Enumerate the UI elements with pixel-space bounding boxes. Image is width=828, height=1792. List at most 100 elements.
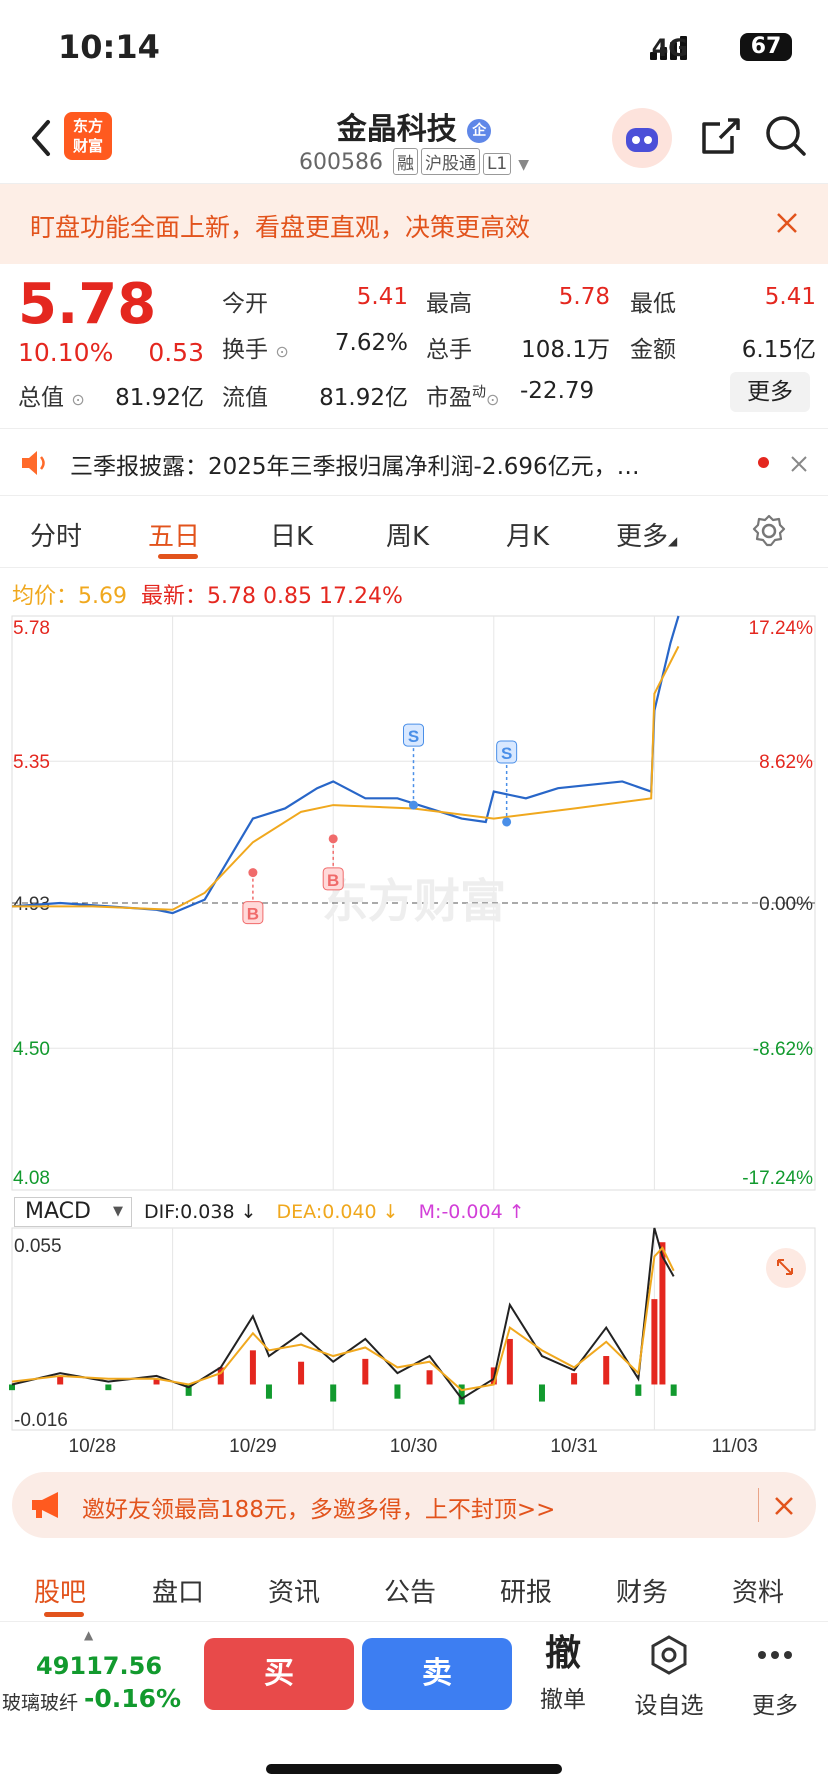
marker-badge [242, 901, 264, 925]
more-quote-button[interactable]: 更多 [730, 372, 810, 412]
volume-label: 总手 [426, 337, 472, 363]
y-pct-tick-label: -8.62% [753, 1039, 813, 1060]
stock-code: 600586 [298, 150, 383, 175]
last-price: 5.78 [18, 272, 157, 337]
back-arrow-icon[interactable] [26, 118, 56, 158]
more-label: 更多 [752, 1693, 798, 1719]
macd-bar [426, 1370, 433, 1385]
series-line-avg [12, 645, 680, 911]
more-menu-button[interactable]: 更多 [730, 1634, 820, 1720]
macd-bar [153, 1378, 160, 1385]
tab-profile[interactable]: 资料 [732, 1578, 785, 1608]
buy-button[interactable]: 买 [204, 1638, 354, 1710]
signal-icon [650, 36, 687, 60]
tab-news[interactable]: 资讯 [268, 1578, 321, 1608]
unread-dot [758, 457, 769, 468]
tab-finance[interactable]: 财务 [616, 1578, 669, 1608]
sector-change: -0.16% [84, 1684, 182, 1713]
tab-monthly-k[interactable]: 月K [506, 522, 550, 552]
tab-pankou[interactable]: 盘口 [152, 1578, 205, 1608]
macd-bar [217, 1367, 224, 1385]
verified-badge: 企 [467, 118, 492, 143]
notice-bar[interactable]: 三季报披露：2025年三季报归属净利润-2.696亿元，… [0, 428, 828, 496]
chevron-down-icon[interactable]: ▼ [518, 157, 530, 173]
cancel-icon: 撤 [544, 1633, 581, 1674]
cancel-order-button[interactable]: 撤 撤单 [518, 1634, 608, 1714]
macd-bar [635, 1384, 642, 1396]
m-value: M:-0.004 ↑ [418, 1201, 525, 1223]
latest-change: 0.85 [263, 584, 312, 609]
tab-five-day[interactable]: 五日 [148, 522, 201, 552]
macd-bar [603, 1356, 610, 1385]
hexagon-watch-icon [651, 1635, 687, 1675]
sector-index-value: 49117.56 [36, 1652, 163, 1680]
volume-value: 108.1万 [521, 337, 610, 363]
mktcap-label: 总值 ⊙ [18, 378, 85, 412]
tab-more[interactable]: 更多◢ [616, 516, 677, 553]
latest-pct: 17.24% [318, 584, 403, 609]
macd-bar [659, 1242, 666, 1385]
tab-guba[interactable]: 股吧 [34, 1578, 87, 1608]
battery-icon: 67 [740, 33, 792, 61]
tag-connect: 沪股通 [420, 148, 480, 175]
indicator-select[interactable]: MACD ▼ [14, 1197, 132, 1227]
expand-up-icon[interactable]: ▲ [84, 1628, 94, 1642]
battery-level: 67 [750, 34, 782, 59]
amount-value: 6.15亿 [741, 337, 816, 363]
share-icon[interactable] [698, 114, 742, 158]
marker-dot [409, 800, 418, 810]
triangle-icon: ◢ [668, 534, 678, 548]
close-icon[interactable] [790, 455, 808, 473]
macd-bar [265, 1384, 272, 1399]
trade-footer: ▲ 49117.56 玻璃玻纤 -0.16% 买 卖 撤 撤单 设自选 更多 [0, 1622, 828, 1792]
mktcap-label-text: 总值 [18, 385, 64, 411]
info-icon[interactable]: ⊙ [275, 342, 289, 361]
watermark: 东方财富 [322, 875, 506, 927]
marker-label-s: S [408, 727, 419, 746]
chart-legend: 均价：5.69 最新：5.78 0.85 17.24% [12, 578, 403, 610]
search-icon[interactable] [764, 114, 808, 158]
macd-bar [57, 1375, 64, 1385]
x-tick-label: 10/28 [69, 1436, 117, 1457]
invite-banner[interactable]: 邀好友领最高188元，多邀多得，上不封顶>> [12, 1472, 816, 1538]
float-value: 81.92亿 [319, 385, 408, 411]
tab-research[interactable]: 研报 [500, 1578, 553, 1608]
tab-intraday[interactable]: 分时 [30, 522, 83, 552]
tab-announcements[interactable]: 公告 [384, 1578, 437, 1608]
promo-banner[interactable]: 盯盘功能全面上新，看盘更直观，决策更高效 [0, 184, 828, 264]
float-label: 流值 [222, 385, 268, 411]
robot-assistant-icon[interactable] [612, 108, 672, 168]
y-pct-tick-label: 17.24% [749, 618, 814, 639]
macd-bar [651, 1299, 658, 1385]
macd-bar [298, 1361, 305, 1385]
macd-y-max: 0.055 [14, 1236, 62, 1257]
promo-text: 盯盘功能全面上新，看盘更直观，决策更高效 [30, 213, 531, 242]
close-icon[interactable] [774, 1496, 794, 1516]
sell-button[interactable]: 卖 [362, 1638, 512, 1710]
x-tick-label: 11/03 [712, 1436, 758, 1457]
megaphone-icon [32, 1492, 58, 1518]
y-tick-label: 4.08 [13, 1168, 50, 1189]
x-tick-label: 10/31 [550, 1436, 598, 1457]
high-label: 最高 [426, 291, 472, 317]
tab-weekly-k[interactable]: 周K [386, 522, 430, 552]
change-amount: 0.53 [148, 338, 204, 367]
macd-bar [249, 1350, 256, 1385]
stock-name: 金晶科技 企 [0, 104, 828, 148]
stock-header: 东方财富 金晶科技 企 600586 融沪股通 L1 ▼ [0, 92, 828, 184]
info-icon[interactable]: ⊙ [71, 390, 85, 409]
amount-label: 金额 [630, 337, 676, 363]
macd-bar [330, 1384, 337, 1402]
settings-gear-icon[interactable] [752, 514, 786, 548]
tab-daily-k[interactable]: 日K [270, 522, 314, 552]
stock-code-line[interactable]: 600586 融沪股通 L1 ▼ [0, 148, 828, 175]
active-tab-indicator [44, 1612, 84, 1617]
marker-label-b: B [247, 905, 259, 924]
avg-label: 均价： [12, 584, 79, 609]
info-icon[interactable]: ⊙ [486, 390, 500, 409]
add-watchlist-button[interactable]: 设自选 [624, 1634, 714, 1720]
marker-label-s: S [501, 744, 512, 763]
home-indicator [266, 1764, 562, 1774]
close-icon[interactable] [776, 212, 798, 234]
